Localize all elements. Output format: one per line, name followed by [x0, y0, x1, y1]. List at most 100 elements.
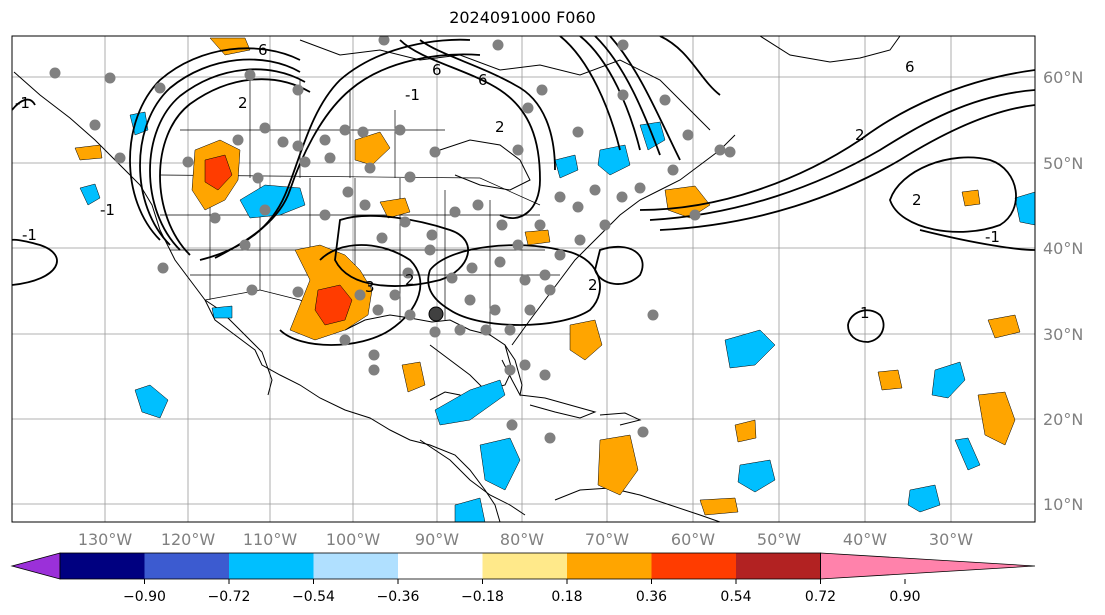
station-dot	[554, 249, 566, 261]
latitude-label: 30°N	[1043, 325, 1083, 344]
colorbar-segment	[398, 553, 483, 579]
positive-anomaly	[877, 369, 903, 391]
longitude-label: 110°W	[243, 530, 298, 549]
contour-line	[659, 104, 1035, 231]
contour-line	[579, 36, 641, 151]
station-dot	[647, 309, 659, 321]
positive-anomaly	[401, 361, 426, 393]
colorbar: −0.90 −0.72 −0.54 −0.36 −0.18 0.18 0.36 0.54 0.7…	[10, 552, 1036, 605]
contour-label: 2	[588, 276, 598, 294]
station-dot	[522, 102, 534, 114]
station-dot	[617, 39, 629, 51]
station-dot	[342, 186, 354, 198]
contour-label: 2	[495, 118, 505, 136]
longitude-label: 130°W	[78, 530, 133, 549]
colorbar-tick-label: −0.36	[377, 589, 420, 605]
colorbar-extend-high	[820, 552, 1036, 580]
station-dot	[299, 156, 311, 168]
hispaniola-coast	[599, 412, 642, 426]
station-dot	[114, 152, 126, 164]
negative-anomaly	[1014, 191, 1035, 226]
station-dot	[324, 152, 336, 164]
strong-positive-anomaly	[204, 154, 233, 191]
positive-anomaly	[569, 319, 603, 361]
latitude-label: 50°N	[1043, 154, 1083, 173]
station-dot	[376, 232, 388, 244]
positive-anomaly	[664, 185, 711, 219]
station-dot	[446, 272, 458, 284]
station-dot	[404, 171, 416, 183]
station-dot	[464, 294, 476, 306]
colorbar-tick-label: −0.72	[208, 589, 251, 605]
station-dot	[519, 274, 531, 286]
station-dot	[572, 201, 584, 213]
station-dot	[359, 199, 371, 211]
negative-anomaly	[597, 144, 631, 176]
negative-anomaly	[724, 329, 776, 369]
contour-label: 6	[258, 41, 268, 59]
central-america	[419, 439, 526, 516]
station-dot	[504, 364, 516, 376]
station-dot	[599, 219, 611, 231]
longitude-label: 30°W	[929, 530, 973, 549]
station-dot	[182, 156, 194, 168]
colorbar-extend-low	[10, 552, 61, 580]
contour-label: 3	[365, 278, 375, 296]
station-dot	[512, 144, 524, 156]
station-dot	[259, 204, 271, 216]
colorbar-segment	[567, 553, 652, 579]
contour-line	[334, 214, 469, 287]
contour-label: 2	[238, 94, 248, 112]
negative-anomaly	[554, 154, 579, 179]
negative-anomaly	[211, 305, 233, 319]
station-dot	[489, 304, 501, 316]
station-markers	[49, 36, 736, 444]
station-dot	[394, 124, 406, 136]
contour-lines	[12, 36, 1035, 346]
station-dot	[714, 144, 726, 156]
station-dot	[544, 284, 556, 296]
station-dot	[544, 432, 556, 444]
positive-anomaly	[699, 497, 739, 516]
station-dot	[339, 334, 351, 346]
contour-line	[427, 244, 601, 326]
colorbar-segment	[60, 553, 145, 579]
map-frame	[11, 35, 1036, 523]
contour-label: -1	[15, 94, 30, 112]
station-dot	[480, 324, 492, 336]
cuba-coast	[519, 394, 597, 419]
longitude-label: 90°W	[415, 530, 459, 549]
station-dot	[689, 209, 701, 221]
station-dot	[424, 244, 436, 256]
station-dot	[429, 146, 441, 158]
station-dot	[404, 309, 416, 321]
latitude-label: 20°N	[1043, 410, 1083, 429]
colorbar-tick-label: 0.36	[636, 589, 667, 605]
canada-arctic	[299, 39, 711, 131]
station-dot	[426, 229, 438, 241]
station-dot	[154, 82, 166, 94]
station-dot	[454, 324, 466, 336]
station-dot	[292, 84, 304, 96]
positive-anomaly	[977, 391, 1016, 446]
contour-line	[399, 39, 541, 219]
station-dot	[239, 239, 251, 251]
hudson-bay	[439, 139, 531, 191]
station-dot	[259, 122, 271, 134]
colorbar-tick-label: 0.90	[889, 589, 920, 605]
contour-label: -1	[405, 86, 420, 104]
colorbar-segment	[651, 553, 736, 579]
station-dot	[368, 349, 380, 361]
station-dot	[539, 369, 551, 381]
station-dot	[402, 267, 414, 279]
contour-line	[279, 244, 422, 346]
station-dot	[512, 239, 524, 251]
strong-positive-anomaly	[314, 284, 353, 326]
station-dot	[496, 219, 508, 231]
south-america-coast	[554, 487, 721, 522]
station-dot	[519, 359, 531, 371]
station-dot	[524, 304, 536, 316]
station-dot	[319, 134, 331, 146]
station-dot	[589, 184, 601, 196]
